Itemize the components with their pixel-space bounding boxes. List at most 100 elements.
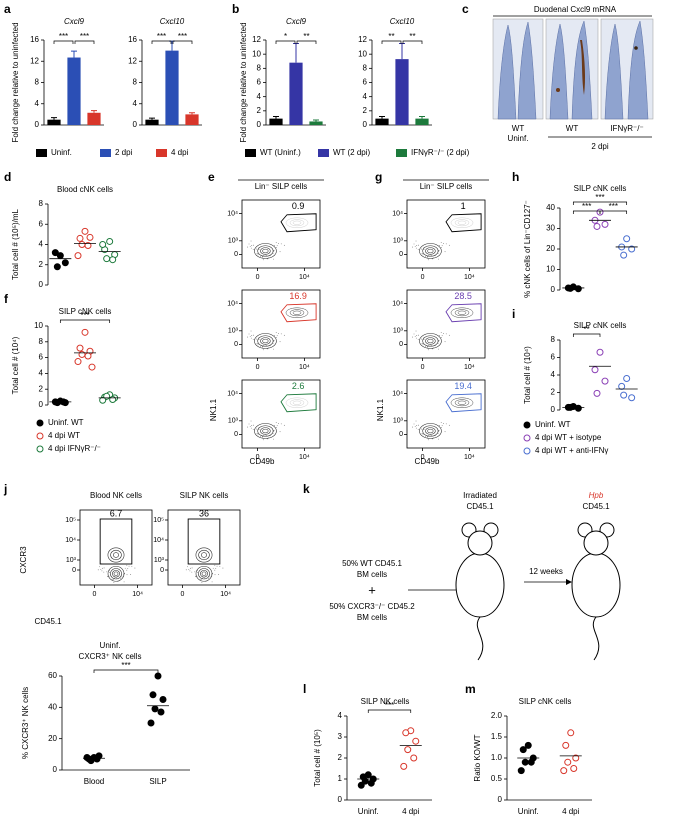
x-tick-label: 10⁴	[464, 454, 475, 461]
event-dot	[272, 251, 274, 253]
event-dot	[274, 245, 276, 246]
event-dot	[204, 578, 206, 579]
x-tick-label: 4 dpi	[562, 807, 580, 816]
gate	[187, 518, 221, 565]
contour	[110, 549, 122, 561]
event-dot	[428, 435, 430, 436]
data-point	[517, 767, 525, 775]
event-dot	[438, 249, 439, 251]
y-tick-label: 0	[399, 341, 403, 348]
event-dot	[276, 335, 278, 337]
head	[583, 530, 609, 556]
micrograph	[545, 18, 599, 120]
gate-label: 36	[199, 508, 209, 518]
event-dot	[196, 576, 198, 578]
event-dot	[427, 439, 429, 441]
event-dot	[430, 255, 432, 257]
micrograph	[492, 18, 544, 120]
y-tick-label: 8	[133, 78, 138, 87]
event-dot	[274, 335, 276, 336]
event-dot	[108, 576, 110, 578]
event-dot	[428, 345, 430, 346]
panel-label: m	[465, 682, 476, 696]
contour	[457, 220, 467, 225]
data-point	[51, 249, 59, 257]
event-dot	[123, 581, 125, 583]
data-point	[623, 375, 631, 382]
event-dot	[430, 435, 432, 437]
y-tick-label: 10⁵	[153, 517, 164, 524]
significance-label: **	[303, 32, 309, 41]
data-point	[157, 708, 165, 716]
event-dot	[251, 245, 253, 246]
event-dot	[422, 343, 423, 345]
event-dot	[448, 244, 450, 246]
data-point	[83, 753, 91, 761]
event-dot	[423, 429, 425, 431]
contour	[260, 247, 271, 255]
contour	[200, 570, 208, 578]
chart-title: SILP cNK cells	[574, 321, 627, 330]
contour	[450, 307, 474, 318]
data-point	[618, 382, 626, 390]
panel-title: Duodenal Cxcl9 mRNA	[534, 5, 617, 14]
event-dot	[423, 337, 425, 339]
event-dot	[427, 256, 428, 258]
data-point	[88, 363, 96, 371]
contour	[422, 245, 439, 257]
y-tick-label: 10	[546, 265, 555, 274]
body	[571, 552, 621, 618]
event-dot	[276, 341, 277, 343]
legend-swatch	[396, 149, 407, 157]
contour	[257, 245, 274, 257]
event-dot	[247, 246, 249, 248]
significance-label: ***	[80, 32, 89, 41]
event-dot	[422, 433, 423, 435]
data-point	[81, 227, 89, 235]
gate-label: 1	[461, 201, 466, 211]
event-dot	[214, 569, 216, 571]
legend-marker	[523, 434, 531, 442]
significance-bracket	[151, 40, 172, 44]
y-axis-label: NK1.1	[376, 398, 385, 421]
event-dot	[249, 336, 251, 338]
chart-title: SILP cNK cells	[574, 184, 627, 193]
contour	[201, 571, 207, 576]
y-axis-label: Total cell # (10⁵)/mL	[11, 209, 20, 280]
event-dot	[262, 436, 263, 438]
y-axis-label: % cNK cells of Lin⁻CD127⁻	[523, 200, 532, 298]
event-dot	[273, 249, 274, 251]
diagram-panel: k Irradiated CD45.1 Hpb CD45.1 50% WT CD…	[303, 482, 621, 661]
significance-label: ***	[178, 32, 187, 41]
x-axis-label: CD45.1	[34, 617, 62, 626]
donor-label: BM cells	[357, 613, 387, 622]
data-point	[53, 263, 61, 271]
significance-bracket	[296, 40, 317, 44]
event-dot	[273, 430, 275, 432]
y-tick-label: 10⁴	[153, 537, 164, 544]
y-tick-label: 20	[546, 244, 555, 253]
x-tick-label: 0	[421, 274, 425, 281]
bar	[87, 112, 101, 125]
event-dot	[437, 253, 439, 255]
data-point	[572, 754, 580, 762]
data-point	[601, 220, 609, 228]
data-point	[601, 377, 609, 385]
contour	[289, 399, 305, 407]
data-point	[154, 672, 162, 680]
y-tick-label: 40	[48, 702, 57, 711]
data-point	[519, 746, 527, 754]
event-dot	[412, 426, 414, 428]
data-point	[61, 259, 69, 267]
event-dot	[97, 569, 99, 571]
contour	[107, 547, 125, 563]
y-tick-label: 2	[338, 753, 343, 762]
y-tick-label: 10³	[66, 557, 77, 564]
contour	[113, 552, 120, 558]
x-tick-label: 10⁴	[299, 274, 310, 281]
y-tick-label: 0	[133, 120, 138, 129]
error-bar	[293, 43, 299, 63]
event-dot	[268, 347, 270, 349]
